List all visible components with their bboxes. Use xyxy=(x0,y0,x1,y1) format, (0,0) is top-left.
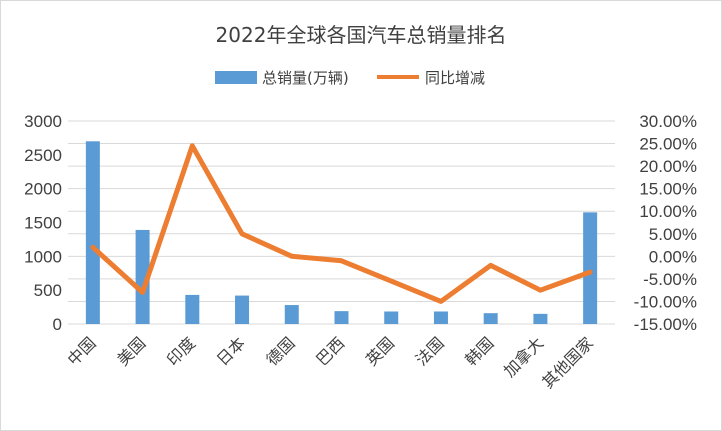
category-label: 日本 xyxy=(213,333,249,369)
category-label: 德国 xyxy=(263,333,299,369)
bar xyxy=(433,311,448,324)
bar xyxy=(185,294,200,324)
bar xyxy=(135,229,150,324)
category-label: 英国 xyxy=(362,333,398,369)
legend-label-line: 同比增减 xyxy=(425,69,485,87)
right-tick-label: -15.00% xyxy=(634,315,697,334)
category-label: 其他国家 xyxy=(538,333,597,392)
line-series xyxy=(90,143,593,304)
right-tick-label: 10.00% xyxy=(639,202,697,221)
left-tick-label: 0 xyxy=(53,315,62,334)
left-tick-label: 1500 xyxy=(24,214,62,233)
gridlines xyxy=(68,120,615,325)
right-axis-ticks: -15.00% -10.00% -5.00% 0.00% 5.00% 10.00% 15.0… xyxy=(634,112,697,334)
right-tick-label: -10.00% xyxy=(634,292,697,311)
right-tick-label: 25.00% xyxy=(639,135,697,154)
left-tick-label: 2000 xyxy=(24,180,62,199)
bar xyxy=(533,313,548,324)
bar xyxy=(583,212,598,324)
legend-label-bar: 总销量(万辆) xyxy=(262,69,349,87)
right-tick-label: 15.00% xyxy=(639,180,697,199)
legend-swatch-bar xyxy=(215,71,257,84)
right-tick-label: 30.00% xyxy=(639,112,697,131)
category-label: 韩国 xyxy=(461,333,497,369)
bar xyxy=(85,141,100,324)
category-label: 印度 xyxy=(163,333,199,369)
bar xyxy=(334,311,349,324)
line-path xyxy=(90,143,593,304)
right-tick-label: 5.00% xyxy=(649,225,697,244)
category-label: 加拿大 xyxy=(500,333,547,380)
category-label: 法国 xyxy=(412,333,448,369)
category-label: 中国 xyxy=(64,333,100,369)
category-label: 美国 xyxy=(113,333,149,369)
right-tick-label: -5.00% xyxy=(643,270,697,289)
chart-title: 2022年全球各国汽车总销量排名 xyxy=(216,23,507,47)
category-label: 巴西 xyxy=(312,333,348,369)
bar xyxy=(483,313,498,324)
left-tick-label: 500 xyxy=(34,281,62,300)
bar xyxy=(284,305,299,324)
right-tick-label: 20.00% xyxy=(639,157,697,176)
left-tick-label: 1000 xyxy=(24,247,62,266)
bar xyxy=(384,311,399,324)
bar xyxy=(235,295,250,324)
right-tick-label: 0.00% xyxy=(649,247,697,266)
left-tick-label: 3000 xyxy=(24,112,62,131)
bar-series xyxy=(85,141,598,324)
legend: 总销量(万辆) 同比增减 xyxy=(215,69,485,87)
left-tick-label: 2500 xyxy=(24,146,62,165)
left-axis-ticks: 0 500 1000 1500 2000 2500 3000 xyxy=(24,112,62,334)
